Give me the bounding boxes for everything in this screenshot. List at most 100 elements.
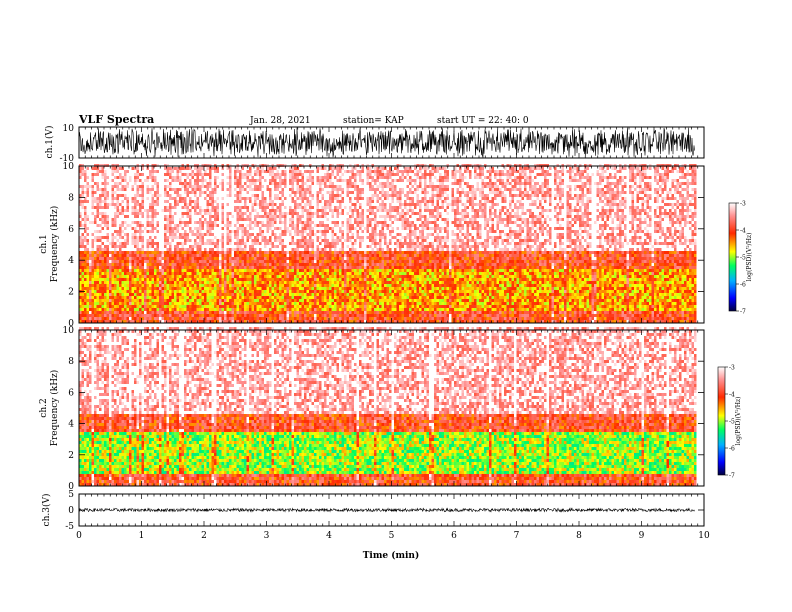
ch1-spectrogram-cell	[239, 260, 242, 263]
ch1-spectrogram-cell	[274, 227, 277, 230]
ch1-spectrogram-cell	[104, 200, 107, 203]
ch1-spectrogram-cell	[247, 290, 250, 293]
ch1-spectrogram-cell	[289, 212, 292, 215]
ch1-spectrogram-cell	[292, 254, 295, 257]
ch1-spectrogram-cell	[252, 302, 255, 305]
ch1-spectrogram-cell	[344, 290, 347, 293]
ch1-spectrogram-cell	[242, 230, 245, 233]
ch1-spectrogram-cell	[329, 209, 332, 212]
ch1-spectrogram-cell	[369, 257, 372, 260]
ch1-spectrogram-cell	[299, 179, 302, 182]
ch1-spectrogram-cell	[307, 221, 310, 224]
ch1-spectrogram-cell	[184, 254, 187, 257]
ch1-spectrogram-cell	[162, 254, 165, 257]
ch1-spectrogram-cell	[112, 200, 115, 203]
ch1-spectrogram-cell	[159, 308, 162, 311]
ch1-spectrogram-cell	[107, 218, 110, 221]
ch1-spectrogram-cell	[247, 305, 250, 308]
ch1-spectrogram-cell	[329, 308, 332, 311]
ch1-spectrogram-cell	[222, 266, 225, 269]
ch1-spectrogram-cell	[254, 311, 257, 314]
ch1-spectrogram-cell	[244, 212, 247, 215]
ch1-spectrogram-cell	[362, 257, 365, 260]
ch1-spectrogram-cell	[362, 191, 365, 194]
ch1-spectrogram-cell	[84, 221, 87, 224]
ch1-spectrogram-cell	[104, 278, 107, 281]
ch1-spectrogram-cell	[279, 251, 282, 254]
ch1-spectrogram-cell	[249, 227, 252, 230]
ch1-spectrogram-cell	[264, 317, 267, 320]
ch1-spectrogram-cell	[262, 269, 265, 272]
ch1-spectrogram-cell	[262, 302, 265, 305]
ch1-spectrogram-cell	[212, 248, 215, 251]
ch1-spectrogram-cell	[199, 233, 202, 236]
ch1-spectrogram-cell	[247, 206, 250, 209]
ch1-spectrogram-cell	[327, 299, 330, 302]
ch1-spectrogram-cell	[174, 188, 177, 191]
ch1-spectrogram-cell	[274, 185, 277, 188]
ch1-spectrogram-cell	[114, 224, 117, 227]
ch1-spectrogram-cell	[114, 170, 117, 173]
ch1-spectrogram-cell	[147, 260, 150, 263]
ch1-spectrogram-cell	[177, 230, 180, 233]
ch1-spectrogram-cell	[269, 179, 272, 182]
ch1-spectrogram-cell	[189, 221, 192, 224]
ch1-spectrogram-cell	[119, 257, 122, 260]
ch1-spectrogram-cell	[177, 287, 180, 290]
ch1-spectrogram-cell	[157, 194, 160, 197]
ch1-spectrogram-cell	[212, 221, 215, 224]
ch1-spectrogram-cell	[174, 290, 177, 293]
ch1-spectrogram-cell	[337, 287, 340, 290]
ch1-spectrogram-cell	[274, 308, 277, 311]
ch1-spectrogram-cell	[232, 257, 235, 260]
ch1-spectrogram-cell	[259, 302, 262, 305]
ch1-spectrogram-cell	[347, 224, 350, 227]
ch1-spectrogram-cell	[307, 209, 310, 212]
ch1-spectrogram-cell	[369, 221, 372, 224]
ch1-spectrogram-cell	[232, 287, 235, 290]
ch1-spectrogram-cell	[217, 260, 220, 263]
ch1-spectrogram-cell	[322, 272, 325, 275]
ch1-spectrogram-cell	[344, 251, 347, 254]
ch1-spectrogram-cell	[142, 266, 145, 269]
ch1-spectrogram-cell	[139, 236, 142, 239]
ch1-spectrogram-cell	[112, 296, 115, 299]
ch1-spectrogram-cell	[294, 311, 297, 314]
ch1-spectrogram-cell	[252, 203, 255, 206]
ch1-spectrogram-cell	[304, 308, 307, 311]
ch1-spectrogram-cell	[99, 200, 102, 203]
ch1-spectrogram-cell	[167, 254, 170, 257]
ch1-spectrogram-cell	[187, 251, 190, 254]
ch1-spectrogram-cell	[337, 305, 340, 308]
ch1-spectrogram-cell	[239, 275, 242, 278]
ch1-spectrogram-cell	[264, 290, 267, 293]
ch1-spectrogram-cell	[237, 230, 240, 233]
ch1-spectrogram-cell	[94, 221, 97, 224]
ch1-spectrogram-cell	[322, 311, 325, 314]
ch1-spectrogram-cell	[104, 314, 107, 317]
ch1-spectrogram-cell	[134, 203, 137, 206]
ch1-spectrogram-cell	[344, 314, 347, 317]
ch1-spectrogram-cell	[137, 293, 140, 296]
ch1-spectrogram-cell	[114, 284, 117, 287]
ch1-spectrogram-cell	[209, 278, 212, 281]
ch1-spectrogram-cell	[327, 275, 330, 278]
ch1-spectrogram-cell	[367, 224, 370, 227]
ch1-spectrogram-cell	[149, 170, 152, 173]
ch1-spectrogram-cell	[112, 287, 115, 290]
ch1-spectrogram-cell	[212, 266, 215, 269]
ch1-spectrogram-cell	[277, 251, 280, 254]
ch1-spectrogram-cell	[307, 233, 310, 236]
ch1-spectrogram-cell	[262, 308, 265, 311]
ch1-spectrogram-cell	[99, 272, 102, 275]
ch1-spectrogram-cell	[227, 242, 230, 245]
ch1-spectrogram-cell	[149, 224, 152, 227]
ch1-spectrogram-cell	[332, 308, 335, 311]
ch1-spectrogram-cell	[214, 182, 217, 185]
ch1-spectrogram-cell	[87, 191, 90, 194]
ch1-spectrogram-cell	[222, 245, 225, 248]
ch1-spectrogram-cell	[369, 170, 372, 173]
ch1-spectrogram-cell	[117, 239, 120, 242]
ch1-spectrogram-cell	[357, 308, 360, 311]
ch1-spectrogram-cell	[204, 212, 207, 215]
